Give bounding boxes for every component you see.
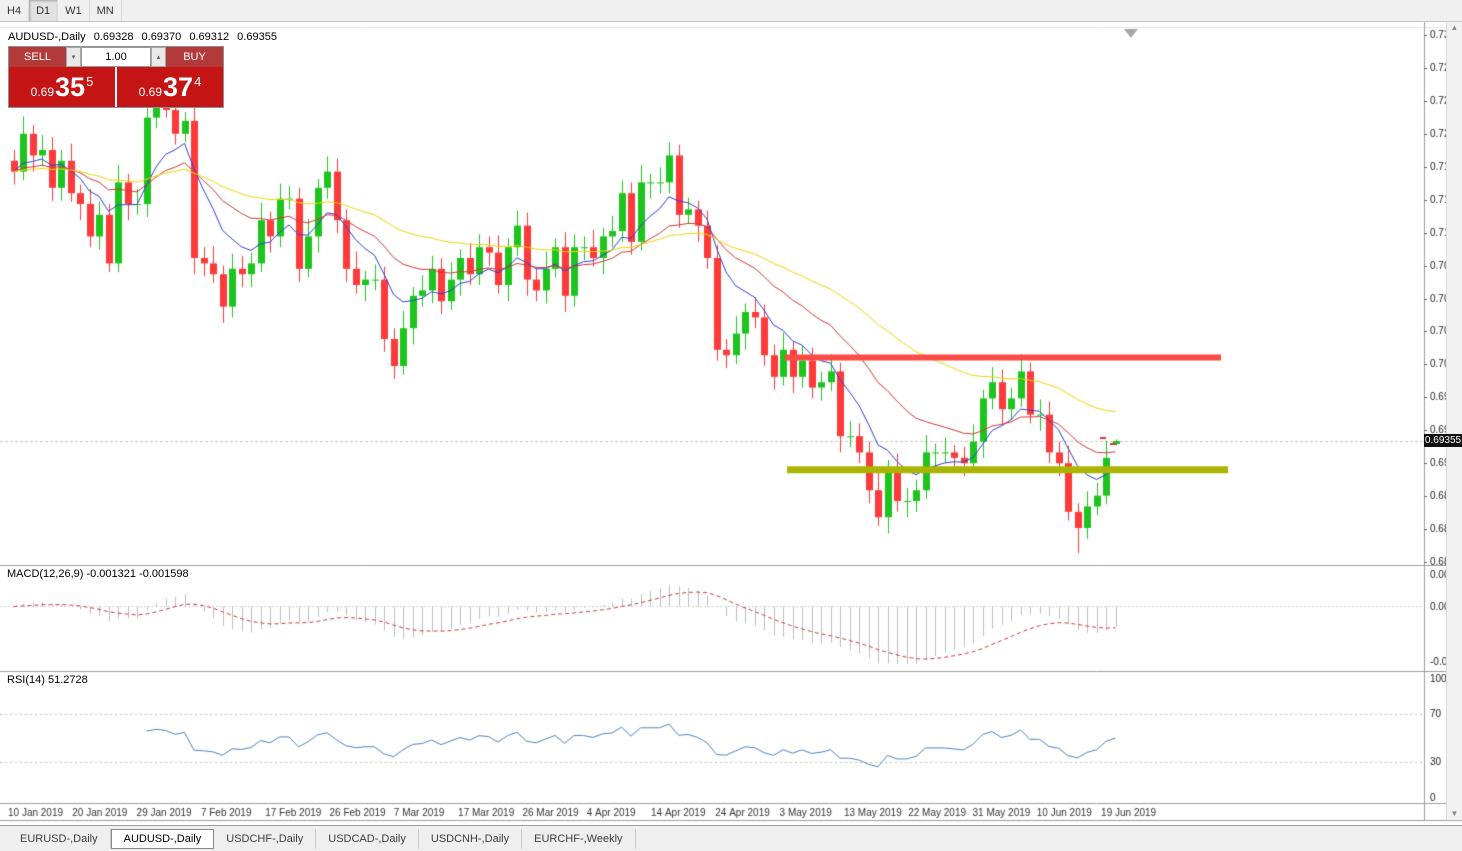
sell-price-box[interactable]: 0.69 35 5	[9, 67, 115, 107]
legend-low: 0.69312	[189, 31, 230, 43]
volume-decrease-button[interactable]: ▾	[66, 47, 81, 67]
timeframe-w1-button[interactable]: W1	[58, 0, 90, 21]
chart-tabs-bar: EURUSD-,Daily AUDUSD-,Daily USDCHF-,Daily U…	[0, 825, 1462, 851]
tab-usdchf-daily[interactable]: USDCHF-,Daily	[214, 829, 317, 849]
timeframe-d1-button[interactable]: D1	[29, 0, 59, 21]
timeframe-h4-button[interactable]: H4	[0, 0, 30, 21]
legend-high: 0.69370	[141, 31, 182, 43]
scroll-down-icon: ▼	[1450, 809, 1459, 818]
tab-eurusd-daily[interactable]: EURUSD-,Daily	[8, 829, 111, 849]
tab-eurchf-weekly[interactable]: EURCHF-,Weekly	[522, 829, 636, 849]
sell-price-pip: 5	[86, 73, 94, 89]
legend-close: 0.69355	[237, 31, 277, 43]
rsi-indicator-label: RSI(14) 51.2728	[7, 674, 88, 686]
legend-symbol: AUDUSD-,Daily	[8, 31, 86, 43]
sell-price-prefix: 0.69	[30, 84, 55, 99]
sell-price-big: 35	[55, 71, 86, 102]
volume-input[interactable]	[81, 47, 151, 67]
buy-price-box[interactable]: 0.69 37 4	[117, 67, 223, 107]
buy-price-pip: 4	[194, 73, 202, 89]
current-price-badge: 0.69355	[1424, 434, 1462, 447]
buy-button[interactable]: BUY	[166, 47, 223, 67]
legend-open: 0.69328	[93, 31, 134, 43]
tab-usdcad-daily[interactable]: USDCAD-,Daily	[316, 829, 419, 849]
timeframe-mn-button[interactable]: MN	[90, 0, 122, 21]
chart-legend: AUDUSD-,Daily 0.69328 0.69370 0.69312 0.…	[8, 31, 282, 43]
macd-indicator-label: MACD(12,26,9) -0.001321 -0.001598	[7, 568, 189, 580]
buy-price-prefix: 0.69	[138, 84, 163, 99]
scroll-up-icon: ▲	[1450, 23, 1459, 32]
tab-usdcnh-daily[interactable]: USDCNH-,Daily	[419, 829, 523, 849]
spinner-up-icon: ▴	[156, 53, 161, 61]
buy-price-big: 37	[163, 71, 194, 102]
sell-button[interactable]: SELL	[9, 47, 66, 67]
one-click-trading-panel: SELL ▾ ▴ BUY 0.69 35 5 0.69 37 4	[8, 46, 224, 108]
scroll-down-button[interactable]: ▼	[1451, 807, 1459, 820]
tab-audusd-daily[interactable]: AUDUSD-,Daily	[110, 829, 215, 849]
vertical-scrollbar[interactable]: ▲ ▼	[1446, 21, 1462, 820]
spinner-down-icon: ▾	[71, 53, 76, 61]
scroll-up-button[interactable]: ▲	[1451, 21, 1459, 34]
volume-increase-button[interactable]: ▴	[151, 47, 166, 67]
timeframe-toolbar: H4 D1 W1 MN	[0, 0, 1462, 22]
